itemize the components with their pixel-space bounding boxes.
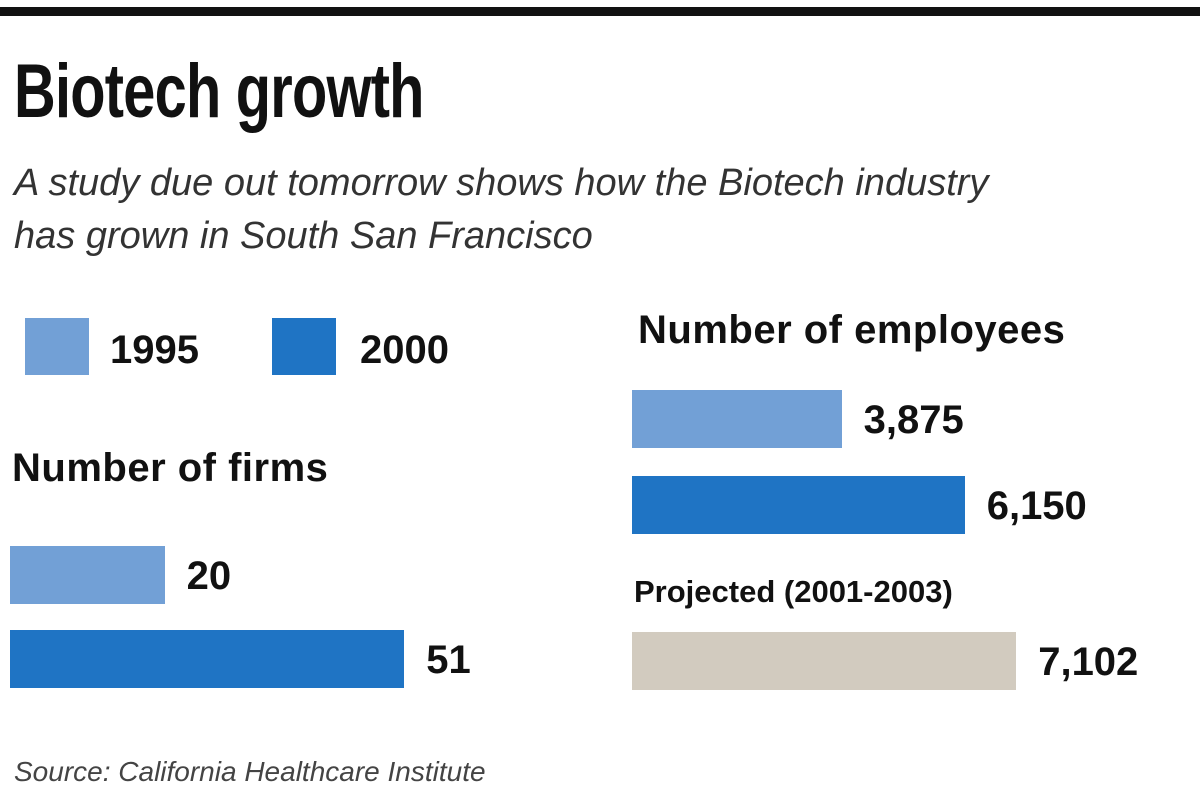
- legend-swatch-2000: [272, 318, 336, 375]
- bar-employees-1: [632, 476, 965, 534]
- value-label-employees-0: 3,875: [863, 398, 964, 442]
- subtitle-line-2: has grown in South San Francisco: [14, 215, 593, 257]
- bar-employees-0: [632, 390, 842, 448]
- subtitle-line-1: A study due out tomorrow shows how the B…: [14, 162, 989, 204]
- firms-heading: Number of firms: [12, 446, 329, 490]
- projected-label: Projected (2001-2003): [634, 574, 953, 609]
- top-rule: [0, 7, 1200, 16]
- value-label-employees-1: 6,150: [986, 484, 1087, 528]
- employees-heading: Number of employees: [638, 308, 1066, 352]
- chart-title: Biotech growth: [14, 49, 424, 134]
- bar-firms-0: [10, 546, 165, 604]
- bar-employees-2: [632, 632, 1017, 690]
- legend-swatch-1995: [25, 318, 89, 375]
- bar-firms-1: [10, 630, 405, 688]
- value-label-employees-2: 7,102: [1038, 640, 1139, 684]
- value-label-firms-1: 51: [426, 638, 471, 682]
- value-label-firms-0: 20: [186, 554, 232, 598]
- legend-label-1995: 1995: [110, 328, 199, 372]
- source-note: Source: California Healthcare Institute: [14, 756, 486, 787]
- legend-label-2000: 2000: [360, 328, 449, 372]
